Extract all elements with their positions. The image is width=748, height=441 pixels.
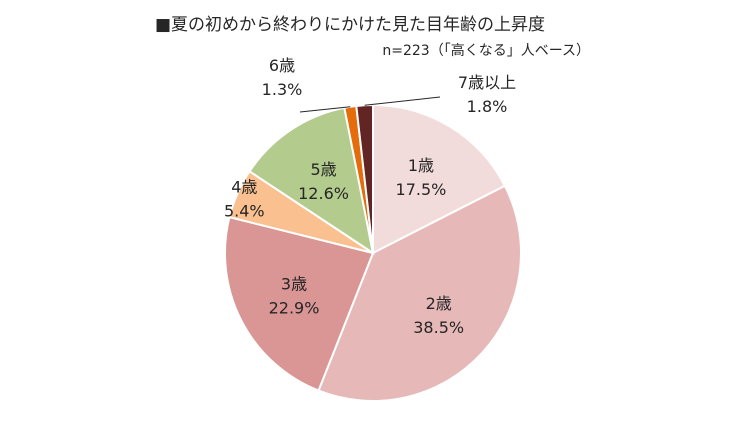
slice-value-6: 1.3% — [262, 80, 303, 99]
slice-value-4: 5.4% — [224, 201, 265, 220]
slice-label-3: 3歳 — [281, 275, 307, 294]
leader-line-6 — [299, 106, 351, 113]
pie-slice-7 — [355, 103, 374, 254]
chart-subtitle: n=223（「高くなる」人ベース） — [382, 42, 590, 59]
slice-label-7: 7歳以上 — [458, 73, 516, 92]
slice-value-7: 1.8% — [467, 97, 508, 116]
slice-labels: 1歳 17.5% 2歳 38.5% 3歳 22.9% 4歳 5.4% 5歳 12.6% 6歳 1.3%… — [224, 56, 516, 337]
pie-slice-3 — [224, 215, 375, 392]
slice-label-4: 4歳 — [231, 177, 257, 196]
slice-value-2: 38.5% — [413, 318, 464, 337]
pie-slices — [224, 103, 522, 402]
pie-slice-5 — [248, 106, 375, 256]
slice-value-1: 17.5% — [396, 180, 447, 199]
slice-label-1: 1歳 — [408, 156, 434, 175]
slice-value-5: 12.6% — [298, 184, 349, 203]
slice-label-2: 2歳 — [426, 294, 452, 313]
slice-label-5: 5歳 — [310, 160, 336, 179]
slice-value-3: 22.9% — [269, 299, 320, 318]
slice-label-6: 6歳 — [269, 56, 295, 75]
leader-lines — [299, 96, 441, 113]
pie-slice-2 — [317, 184, 522, 402]
pie-slice-1 — [372, 103, 507, 255]
chart-title: ■夏の初めから終わりにかけた見た目年齢の上昇度 — [155, 15, 545, 35]
leader-line-7 — [364, 96, 441, 106]
